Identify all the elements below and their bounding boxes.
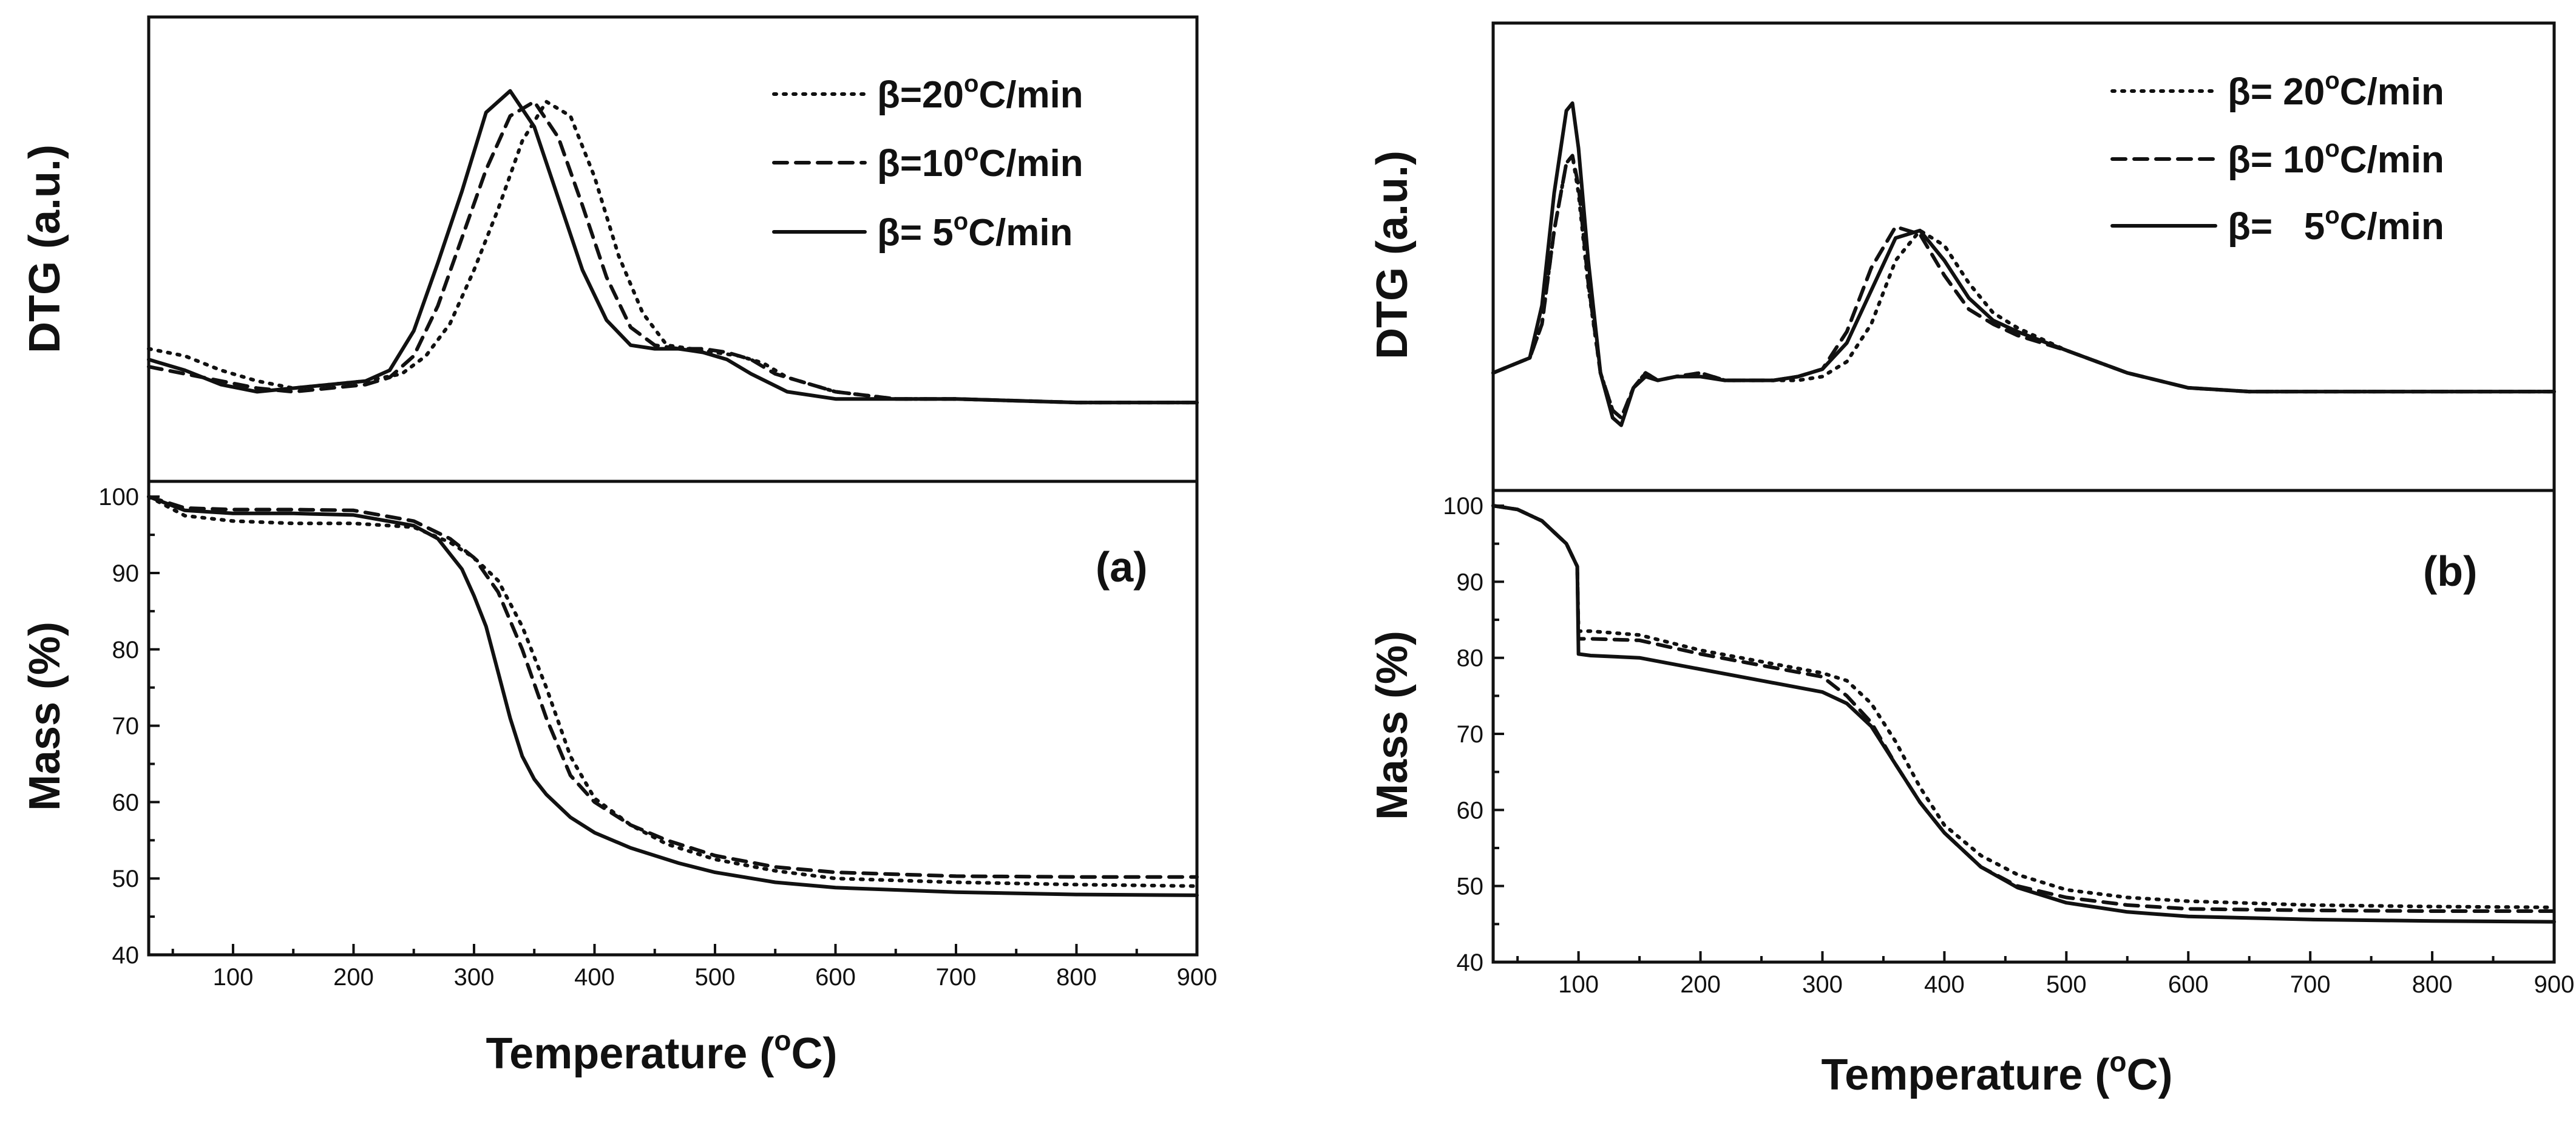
panel-b-dtg-axis-title: DTG (a.u.) <box>1368 151 1417 359</box>
panel-a-mass-frame <box>147 480 1199 957</box>
b-x-tick-label: 100 <box>1558 971 1599 998</box>
b-x-tick-label: 700 <box>2290 971 2331 998</box>
a-y-tick-label: 40 <box>112 942 140 969</box>
a-y-tick-label: 70 <box>112 713 140 740</box>
panel-b-mass-plot <box>1491 504 2556 924</box>
b-y-tick-label: 80 <box>1457 645 1484 672</box>
a-y-tick-label: 50 <box>112 866 140 892</box>
panel-a-mass-axis-title: Mass (%) <box>21 622 69 811</box>
panel-a-mass-line-5 <box>147 495 1199 897</box>
b-x-tick-label: 500 <box>2046 971 2087 998</box>
b-y-tick-label: 90 <box>1457 569 1484 595</box>
a-x-tick-label: 700 <box>936 964 977 991</box>
a-x-tick-label: 500 <box>695 964 736 991</box>
b-x-tick-label: 900 <box>2534 971 2575 998</box>
b-y-tick-label: 50 <box>1457 873 1484 900</box>
b-x-tick-label: 800 <box>2412 971 2453 998</box>
legend-a-label-5: β= 5oC/min <box>877 208 1073 254</box>
a-x-tick-label: 900 <box>1177 964 1218 991</box>
panel-b-legend: β= 20oC/min β= 10oC/min β= 5oC/min <box>2110 67 2444 248</box>
panel-a-ticks: 100 200 300 400 500 600 700 800 900 40 50 60 70 80 90 1… <box>98 484 1217 991</box>
panel-b: 100 200 300 400 500 600 700 800 900 40 50 60 70 80 90 1… <box>1368 21 2574 1099</box>
panel-a-mass-line-20 <box>147 495 1199 888</box>
panel-a-mass-plot <box>147 495 1199 897</box>
panel-b-mass-frame <box>1491 489 2556 964</box>
panel-a-legend: β=20oC/min β=10oC/min β= 5oC/min <box>772 70 1083 254</box>
panel-b-ticks: 100 200 300 400 500 600 700 800 900 40 50 60 70 80 90 1… <box>1443 493 2574 998</box>
a-y-tick-label: 100 <box>98 484 139 510</box>
legend-a-label-10: β=10oC/min <box>877 139 1083 185</box>
a-x-tick-label: 200 <box>333 964 374 991</box>
b-y-tick-label: 70 <box>1457 721 1484 748</box>
panel-a-tag: (a) <box>1096 543 1148 591</box>
b-x-tick-label: 200 <box>1680 971 1721 998</box>
legend-b-label-5: β= 5oC/min <box>2228 202 2444 248</box>
a-x-tick-label: 100 <box>213 964 254 991</box>
a-x-tick-label: 400 <box>574 964 615 991</box>
a-y-tick-label: 90 <box>112 560 140 587</box>
panel-b-mass-line-20 <box>1491 504 2556 909</box>
panel-a-x-axis-title: Temperature (oC) <box>486 1025 838 1078</box>
b-x-tick-label: 400 <box>1924 971 1965 998</box>
b-x-tick-label: 300 <box>1802 971 1843 998</box>
panel-b-dtg-line-5 <box>1491 101 2556 427</box>
a-x-tick-label: 800 <box>1056 964 1097 991</box>
panel-a-mass-line-10 <box>147 495 1199 879</box>
b-y-tick-label: 40 <box>1457 949 1484 976</box>
panel-b-mass-line-10 <box>1491 504 2556 913</box>
legend-b-label-10: β= 10oC/min <box>2228 135 2444 181</box>
a-y-tick-label: 80 <box>112 637 140 663</box>
panel-b-mass-axis-title: Mass (%) <box>1368 631 1417 820</box>
panel-a-dtg-plot <box>147 89 1199 405</box>
panel-a-dtg-line-10 <box>147 100 1199 405</box>
panel-b-x-axis-title: Temperature (oC) <box>1822 1046 2173 1099</box>
panel-b-tag: (b) <box>2423 548 2477 595</box>
legend-b-label-20: β= 20oC/min <box>2228 67 2444 113</box>
b-y-tick-label: 100 <box>1443 493 1483 520</box>
a-x-tick-label: 600 <box>815 964 856 991</box>
b-y-tick-label: 60 <box>1457 797 1484 824</box>
panel-a-dtg-axis-title: DTG (a.u.) <box>21 144 69 353</box>
panel-a-dtg-line-5 <box>147 89 1199 405</box>
legend-a-label-20: β=20oC/min <box>877 70 1083 116</box>
panel-b-mass-line-5 <box>1491 504 2556 924</box>
a-y-tick-label: 60 <box>112 789 140 816</box>
panel-b-dtg-plot <box>1491 101 2556 427</box>
panel-a: 100 200 300 400 500 600 700 800 900 40 50 60 70 80 90 1… <box>21 15 1217 1078</box>
b-x-tick-label: 600 <box>2168 971 2209 998</box>
a-x-tick-label: 300 <box>454 964 495 991</box>
